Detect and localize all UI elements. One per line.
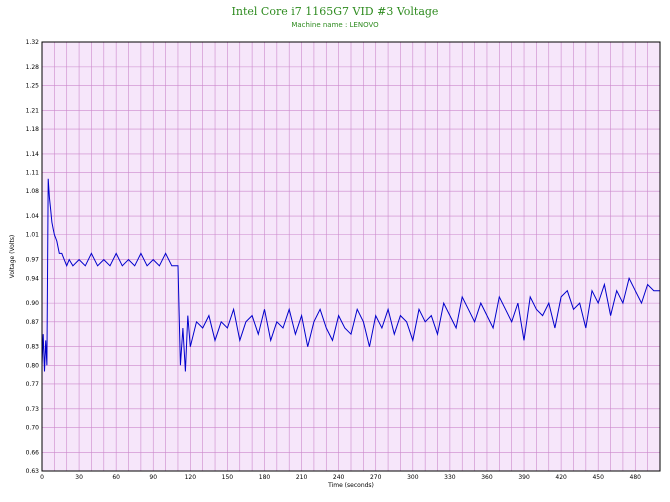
y-tick-label: 0.90 [26,300,40,307]
x-tick-label: 90 [149,474,157,481]
y-tick-label: 0.87 [26,319,40,326]
y-tick-label: 1.04 [26,213,40,220]
x-tick-label: 240 [333,474,345,481]
y-tick-label: 1.08 [26,188,40,195]
plot-border [41,41,661,472]
voltage-series-line [41,178,660,372]
x-tick-label: 360 [481,474,493,481]
y-tick-label: 0.77 [26,381,40,388]
x-axis: 0 30 60 90 120 150 180 210 240 270 300 330 360 390 420… [40,474,641,481]
x-tick-label: 30 [75,474,83,481]
x-tick-label: 450 [592,474,604,481]
x-tick-label: 60 [112,474,120,481]
y-tick-label: 1.25 [26,83,40,90]
x-tick-label: 150 [222,474,234,481]
x-tick-label: 330 [444,474,456,481]
y-tick-label: 1.28 [26,64,40,71]
x-tick-label: 210 [296,474,308,481]
chart-subtitle: Machine name : LENOVO [291,21,379,29]
x-tick-label: 480 [630,474,642,481]
x-axis-label: Time (seconds) [327,482,374,489]
y-axis-label: Voltage (Volts) [9,235,16,279]
x-tick-label: 420 [555,474,567,481]
y-tick-label: 1.01 [26,232,40,239]
y-tick-label: 1.14 [26,151,40,158]
y-tick-label: 0.73 [26,406,40,413]
y-tick-label: 0.94 [26,275,40,282]
x-tick-label: 120 [185,474,197,481]
y-tick-label: 0.70 [26,424,40,431]
x-tick-label: 390 [518,474,530,481]
chart-title: Intel Core i7 1165G7 VID #3 Voltage [231,5,439,18]
y-tick-label: 0.80 [26,362,40,369]
y-tick-label: 1.21 [26,107,40,114]
y-tick-label: 0.97 [26,257,40,264]
y-tick-label: 0.83 [26,344,40,351]
y-tick-label: 1.11 [26,170,40,177]
x-tick-label: 0 [40,474,44,481]
y-tick-label: 1.32 [26,39,40,46]
x-tick-label: 300 [407,474,419,481]
y-axis: 0.63 0.66 0.70 0.73 0.77 0.80 0.83 0.87 0.90 0.94… [26,39,40,475]
y-tick-label: 0.66 [26,449,40,456]
x-tick-label: 180 [259,474,271,481]
y-tick-label: 0.63 [26,468,40,475]
x-tick-label: 270 [370,474,382,481]
y-tick-label: 1.18 [26,126,40,133]
